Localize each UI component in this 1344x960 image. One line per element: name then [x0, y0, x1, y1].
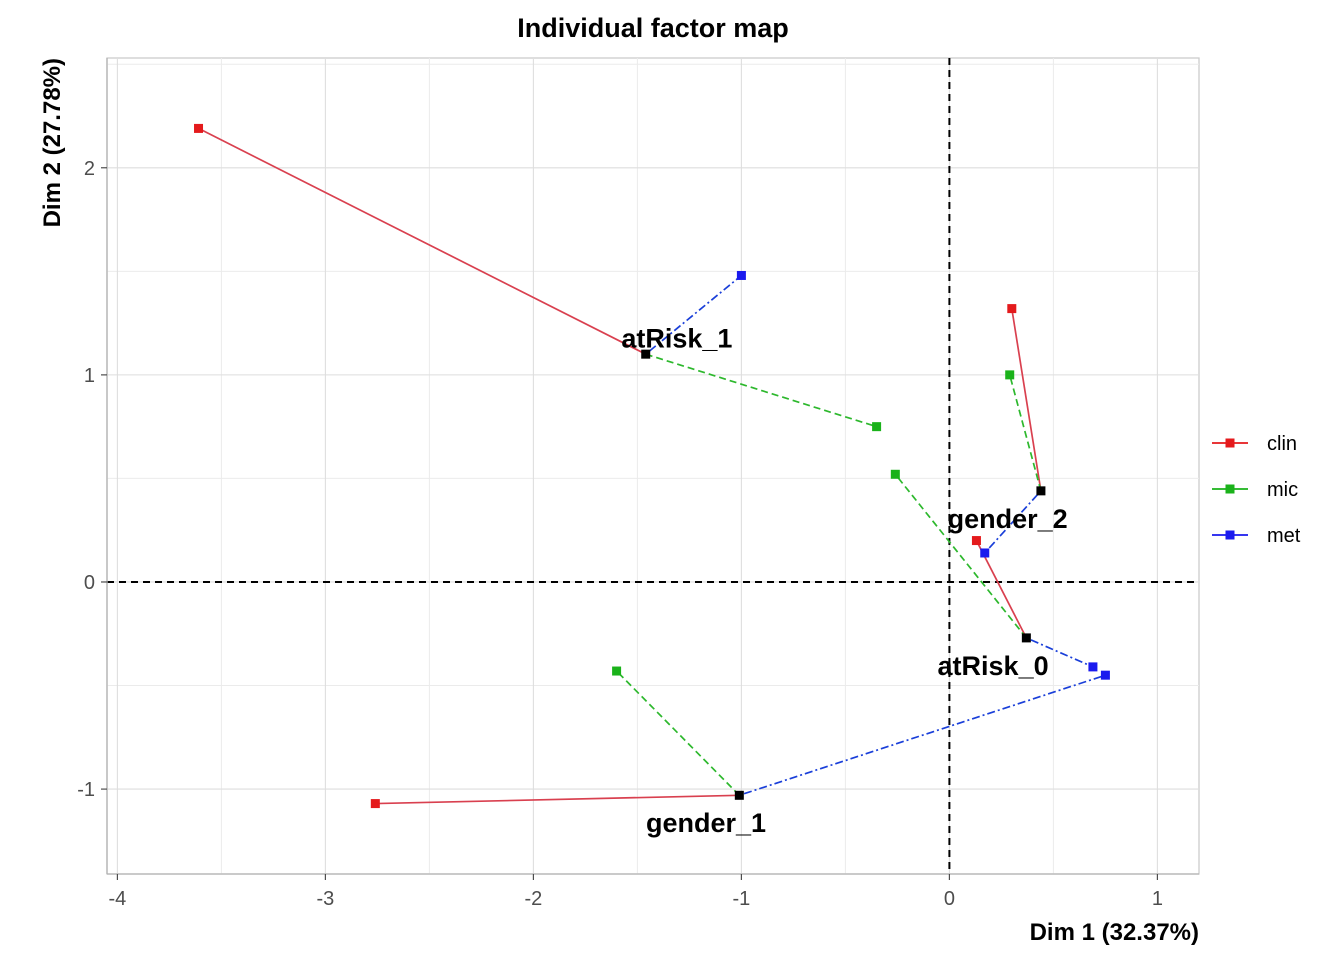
x-tick-label: 1 [1152, 888, 1163, 910]
legend-key-marker [1225, 438, 1235, 448]
partial-point-mic [612, 666, 622, 676]
legend-key-marker [1225, 484, 1235, 494]
x-tick-label: -4 [109, 888, 127, 910]
partial-segment-clin [375, 794, 740, 805]
chart-title: Individual factor map [517, 13, 789, 43]
x-axis-title: Dim 1 (32.37%) [1030, 919, 1199, 946]
partial-segment-mic [615, 670, 740, 796]
center-point [1036, 486, 1046, 496]
legend-key-marker [1225, 530, 1235, 540]
partial-point-met [980, 548, 990, 558]
legend-item-mic: mic [1212, 479, 1298, 501]
partial-segment-mic [645, 353, 877, 428]
partial-segment-clin [198, 127, 647, 355]
legend-item-met: met [1212, 525, 1301, 547]
partial-point-met [1100, 670, 1110, 680]
legend-item-clin: clin [1212, 433, 1297, 455]
partial-segment-mic [1008, 374, 1042, 492]
y-tick-label: -1 [77, 779, 95, 801]
point-label: gender_1 [646, 808, 766, 838]
x-tick-label: -3 [317, 888, 335, 910]
partial-segment-met [645, 274, 742, 355]
center-point [1021, 633, 1031, 643]
partial-point-mic [872, 422, 882, 432]
point-label: atRisk_1 [621, 324, 732, 354]
partial-segment-met [1026, 637, 1094, 668]
partial-point-clin [971, 536, 981, 546]
grid-lines [106, 57, 1200, 875]
point-label: atRisk_0 [938, 651, 1049, 681]
y-tick-label: 0 [84, 572, 95, 594]
legend-label: met [1267, 525, 1301, 547]
center-point [734, 790, 744, 800]
plot-area: atRisk_1 gender_2 atRisk_0 gender_1 [107, 58, 1199, 874]
partial-segment-clin [1010, 308, 1042, 491]
partial-segment-mic [894, 473, 1028, 639]
partial-point-clin [194, 123, 204, 133]
point-label: gender_2 [948, 504, 1068, 534]
y-axis-title: Dim 2 (27.78%) [39, 58, 66, 227]
center-point [641, 349, 651, 359]
partial-segment-met [739, 674, 1106, 797]
panel-border [106, 57, 1200, 875]
x-tick-label: -2 [525, 888, 543, 910]
x-tick-label: -1 [733, 888, 751, 910]
y-tick-label: 1 [84, 365, 95, 387]
partial-point-met [1088, 662, 1098, 672]
partial-segment-met [984, 490, 1042, 554]
partial-point-clin [1007, 304, 1017, 314]
partial-point-mic [1005, 370, 1015, 380]
partial-point-met [736, 270, 746, 280]
axes: -4 -3 -2 -1 0 1 -1 0 1 2 [77, 58, 1199, 910]
legend: clin mic met [1212, 433, 1301, 547]
y-tick-label: 2 [84, 158, 95, 180]
partial-point-mic [890, 469, 900, 479]
x-tick-label: 0 [944, 888, 955, 910]
partial-point-clin [370, 799, 380, 809]
legend-label: clin [1267, 433, 1297, 455]
legend-label: mic [1267, 479, 1298, 501]
